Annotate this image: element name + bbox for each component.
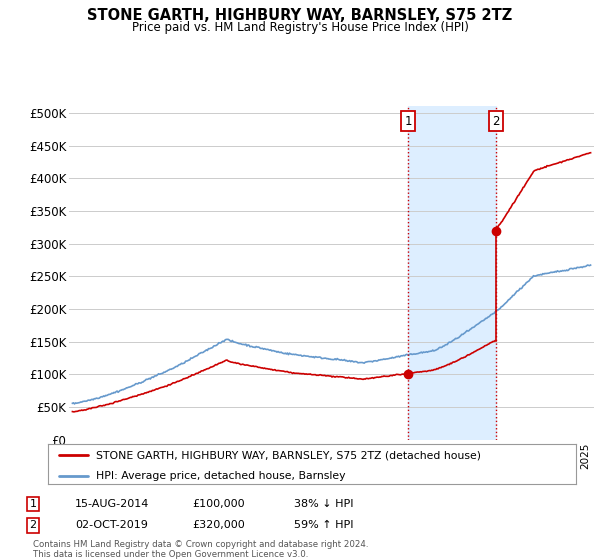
Text: 15-AUG-2014: 15-AUG-2014 [75,499,149,509]
Text: Contains HM Land Registry data © Crown copyright and database right 2024.
This d: Contains HM Land Registry data © Crown c… [33,540,368,559]
Text: £320,000: £320,000 [192,520,245,530]
Text: HPI: Average price, detached house, Barnsley: HPI: Average price, detached house, Barn… [95,470,345,480]
Text: 2: 2 [492,115,499,128]
Text: 2: 2 [29,520,37,530]
Text: £100,000: £100,000 [192,499,245,509]
Text: 1: 1 [29,499,37,509]
Text: 02-OCT-2019: 02-OCT-2019 [75,520,148,530]
Text: 1: 1 [404,115,412,128]
Text: STONE GARTH, HIGHBURY WAY, BARNSLEY, S75 2TZ: STONE GARTH, HIGHBURY WAY, BARNSLEY, S75… [88,8,512,24]
Text: Price paid vs. HM Land Registry's House Price Index (HPI): Price paid vs. HM Land Registry's House … [131,21,469,34]
Text: 59% ↑ HPI: 59% ↑ HPI [294,520,353,530]
Text: STONE GARTH, HIGHBURY WAY, BARNSLEY, S75 2TZ (detached house): STONE GARTH, HIGHBURY WAY, BARNSLEY, S75… [95,450,481,460]
Bar [408,106,496,440]
Text: 38% ↓ HPI: 38% ↓ HPI [294,499,353,509]
